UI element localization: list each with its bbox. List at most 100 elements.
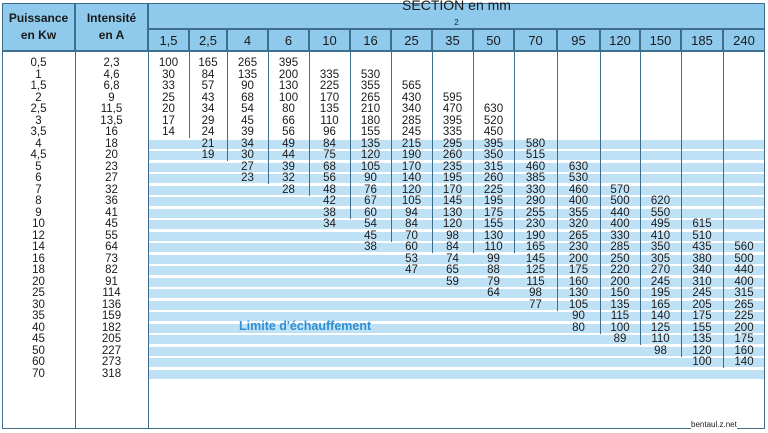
length-value: 245 (650, 275, 671, 288)
length-value: 170 (401, 160, 422, 173)
power-value: 3 (35, 114, 42, 127)
length-value: 44 (282, 149, 295, 161)
limit-band-row-15 (149, 231, 764, 241)
length-value: 160 (734, 344, 754, 357)
length-value: 84 (323, 137, 336, 150)
length-value: 19 (201, 149, 215, 161)
length-value: 195 (650, 287, 671, 299)
length-value: 88 (487, 264, 500, 276)
length-value: 155 (483, 218, 504, 230)
length-value: 17 (162, 114, 175, 127)
length-value: 39 (241, 126, 254, 138)
length-value: 98 (529, 287, 542, 299)
length-value: 530 (360, 68, 381, 81)
length-value: 235 (442, 160, 463, 173)
section-header-13: 185 (681, 29, 723, 51)
length-value: 395 (483, 137, 504, 150)
section-divider-10 (600, 51, 601, 334)
length-value: 340 (401, 103, 422, 115)
length-value: 29 (201, 114, 215, 127)
length-value: 39 (282, 160, 295, 173)
length-value: 21 (201, 137, 215, 150)
length-value: 43 (201, 91, 215, 104)
length-value: 210 (360, 103, 381, 115)
power-value: 70 (32, 367, 45, 380)
section-divider-9 (557, 51, 558, 311)
length-value: 130 (278, 80, 299, 92)
length-value: 400 (568, 195, 589, 207)
length-value: 520 (483, 114, 504, 127)
current-value: 4,6 (103, 68, 120, 81)
length-value: 68 (323, 160, 336, 173)
current-value: 20 (105, 149, 118, 161)
length-value: 250 (610, 252, 630, 265)
length-value: 115 (526, 275, 545, 288)
power-value: 10 (32, 218, 45, 230)
power-value: 2 (35, 91, 42, 104)
power-value: 8 (35, 195, 42, 207)
current-value: 318 (101, 367, 122, 380)
length-value: 175 (483, 206, 504, 219)
header-power-line2: en Kw (20, 28, 57, 42)
current-value: 16 (105, 126, 118, 138)
length-value: 84 (446, 241, 459, 253)
current-value: 55 (105, 229, 118, 242)
power-value: 12 (32, 229, 45, 242)
length-value: 65 (446, 264, 459, 276)
length-value: 460 (568, 183, 589, 196)
length-value: 135 (237, 68, 258, 81)
length-value: 45 (364, 229, 377, 242)
length-value: 265 (237, 57, 258, 69)
limit-band-row-7 (149, 139, 764, 149)
length-value: 410 (650, 229, 671, 242)
limit-band-row-12 (149, 197, 764, 206)
length-value: 140 (401, 172, 422, 184)
current-value: 114 (102, 287, 121, 299)
limit-band-row-9 (149, 162, 764, 172)
length-value: 565 (401, 80, 422, 92)
power-value: 40 (32, 321, 45, 334)
header-current-line2: en A (98, 28, 125, 42)
power-value: 14 (32, 241, 45, 253)
power-value: 30 (32, 298, 45, 311)
limit-band-row-24 (149, 335, 764, 344)
section-header-5: 16 (350, 29, 391, 51)
header-section: SECTION en mm 2 (148, 0, 765, 29)
current-value: 82 (105, 264, 118, 276)
length-value: 560 (734, 241, 754, 253)
length-value: 110 (484, 241, 503, 253)
length-value: 135 (610, 298, 630, 311)
length-value: 110 (320, 114, 339, 127)
length-value: 355 (568, 206, 589, 219)
length-value: 315 (734, 287, 754, 299)
length-value: 335 (442, 126, 463, 138)
length-value: 125 (525, 264, 546, 276)
current-value: 205 (101, 333, 122, 345)
current-value: 41 (105, 206, 118, 219)
length-value: 570 (610, 183, 630, 196)
length-value: 500 (610, 195, 630, 207)
length-value: 270 (650, 264, 671, 276)
divider-power (75, 51, 76, 428)
length-value: 435 (692, 241, 712, 253)
length-value: 77 (529, 298, 542, 311)
limit-band-row-27 (149, 369, 764, 379)
length-value: 630 (568, 160, 589, 173)
length-value: 56 (282, 126, 295, 138)
length-value: 200 (278, 68, 299, 81)
limit-band-row-17 (149, 254, 764, 264)
length-value: 89 (613, 333, 627, 345)
length-value: 110 (651, 333, 670, 345)
section-header-2: 4 (227, 29, 268, 51)
section-divider-13 (723, 51, 724, 368)
section-header-1: 2,5 (189, 29, 227, 51)
length-value: 54 (241, 103, 254, 115)
length-value: 140 (650, 310, 671, 322)
length-value: 215 (401, 137, 422, 150)
length-value: 615 (692, 218, 712, 230)
current-value: 23 (105, 160, 118, 173)
length-value: 430 (401, 91, 422, 104)
length-value: 80 (282, 103, 295, 115)
length-value: 150 (610, 287, 630, 299)
length-value: 115 (610, 310, 630, 322)
